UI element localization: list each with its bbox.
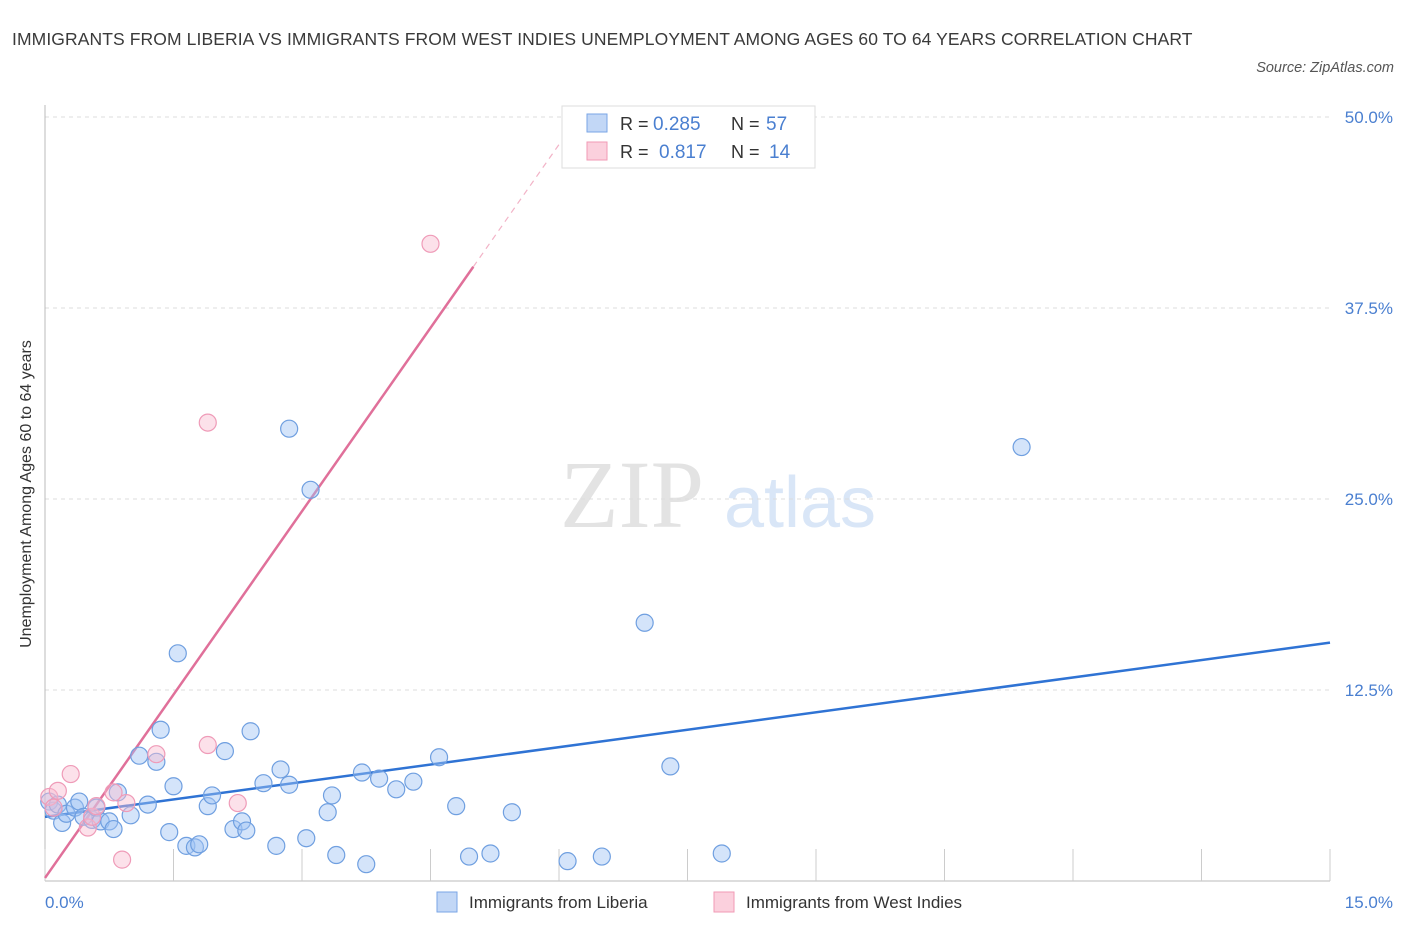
data-point-liberia bbox=[53, 813, 72, 833]
data-point-liberia bbox=[429, 748, 449, 767]
data-point-west-indies bbox=[61, 764, 80, 784]
data-point-liberia bbox=[404, 772, 423, 791]
stats-r-value: 0.285 bbox=[653, 114, 701, 135]
stats-n-value: 14 bbox=[769, 142, 791, 163]
data-point-liberia bbox=[232, 812, 252, 831]
data-point-west-indies bbox=[421, 234, 440, 253]
stats-n-label: N = bbox=[731, 114, 760, 134]
data-point-liberia bbox=[254, 774, 273, 793]
watermark-zip: ZIP bbox=[560, 441, 704, 548]
data-point-west-indies bbox=[117, 793, 136, 813]
data-point-west-indies bbox=[228, 793, 247, 813]
data-point-liberia bbox=[237, 821, 256, 840]
data-point-liberia bbox=[712, 844, 731, 863]
data-point-west-indies bbox=[83, 807, 102, 826]
data-point-west-indies bbox=[198, 735, 217, 755]
data-point-liberia bbox=[241, 722, 260, 741]
stats-swatch-west-indies bbox=[586, 141, 608, 161]
data-point-liberia bbox=[267, 836, 286, 855]
data-point-liberia bbox=[357, 855, 376, 874]
data-point-liberia bbox=[661, 757, 680, 776]
data-point-liberia bbox=[635, 613, 654, 632]
watermark-atlas: atlas bbox=[724, 463, 876, 543]
legend-label-liberia: Immigrants from Liberia bbox=[469, 893, 648, 912]
legend-swatch-west-indies bbox=[713, 891, 735, 913]
data-point-liberia bbox=[322, 786, 342, 805]
data-point-liberia bbox=[130, 746, 149, 765]
stats-r-label: R = bbox=[620, 142, 649, 162]
data-point-liberia bbox=[447, 797, 466, 816]
data-point-liberia bbox=[387, 780, 406, 799]
y-tick-label: 25.0% bbox=[1345, 490, 1393, 509]
y-tick-label: 50.0% bbox=[1345, 108, 1393, 127]
data-point-liberia bbox=[459, 847, 479, 866]
stats-swatch-liberia bbox=[586, 113, 608, 133]
data-point-west-indies bbox=[78, 818, 97, 837]
trend-line-west-indies bbox=[43, 266, 475, 879]
stats-n-label: N = bbox=[731, 142, 760, 162]
data-point-west-indies bbox=[48, 781, 67, 800]
data-point-west-indies bbox=[198, 413, 217, 432]
data-point-liberia bbox=[151, 720, 170, 739]
data-point-liberia bbox=[592, 847, 611, 866]
y-tick-label: 37.5% bbox=[1345, 299, 1393, 318]
stats-r-label: R = bbox=[620, 114, 649, 134]
data-point-liberia bbox=[104, 819, 123, 839]
data-point-liberia bbox=[1012, 437, 1031, 457]
chart-title: IMMIGRANTS FROM LIBERIA VS IMMIGRANTS FR… bbox=[12, 29, 1193, 49]
data-point-liberia bbox=[215, 742, 234, 761]
data-point-west-indies bbox=[112, 850, 132, 869]
data-point-west-indies bbox=[87, 797, 106, 816]
data-point-liberia bbox=[202, 786, 222, 805]
data-point-liberia bbox=[301, 480, 320, 499]
data-point-liberia bbox=[160, 823, 179, 842]
data-point-liberia bbox=[280, 419, 299, 438]
stats-n-value: 57 bbox=[766, 114, 787, 135]
data-point-liberia bbox=[297, 829, 316, 848]
data-point-liberia bbox=[147, 752, 166, 771]
stats-box: R = 0.285 N = 57 R = 0.817 N = 14 bbox=[561, 105, 816, 169]
data-point-west-indies bbox=[44, 798, 63, 817]
data-point-liberia bbox=[190, 835, 209, 854]
data-point-liberia bbox=[280, 775, 299, 794]
data-point-liberia bbox=[318, 803, 337, 822]
legend-swatch-liberia bbox=[436, 891, 458, 913]
data-point-liberia bbox=[138, 795, 157, 814]
y-tick-label: 12.5% bbox=[1345, 681, 1393, 700]
trend-line-liberia bbox=[44, 641, 1331, 819]
data-point-liberia bbox=[352, 763, 372, 782]
data-point-liberia bbox=[271, 760, 290, 779]
data-point-liberia bbox=[327, 845, 346, 865]
source-label: Source: ZipAtlas.com bbox=[1256, 60, 1394, 76]
x-tick-label: 0.0% bbox=[45, 893, 84, 912]
data-point-liberia bbox=[558, 852, 577, 871]
stats-r-value: 0.817 bbox=[659, 142, 707, 163]
data-point-west-indies bbox=[147, 745, 166, 764]
data-point-liberia bbox=[164, 777, 183, 796]
data-point-liberia bbox=[502, 803, 521, 822]
legend: Immigrants from Liberia Immigrants from … bbox=[436, 891, 962, 913]
data-point-liberia bbox=[168, 644, 187, 663]
x-tick-label: 15.0% bbox=[1345, 893, 1393, 912]
data-point-liberia bbox=[370, 769, 389, 788]
trend-line-west-indies-extension bbox=[472, 144, 560, 268]
data-point-liberia bbox=[481, 844, 500, 863]
data-point-liberia bbox=[198, 797, 217, 816]
legend-label-west-indies: Immigrants from West Indies bbox=[746, 893, 962, 912]
data-point-liberia bbox=[70, 792, 89, 811]
data-point-west-indies bbox=[104, 783, 123, 802]
